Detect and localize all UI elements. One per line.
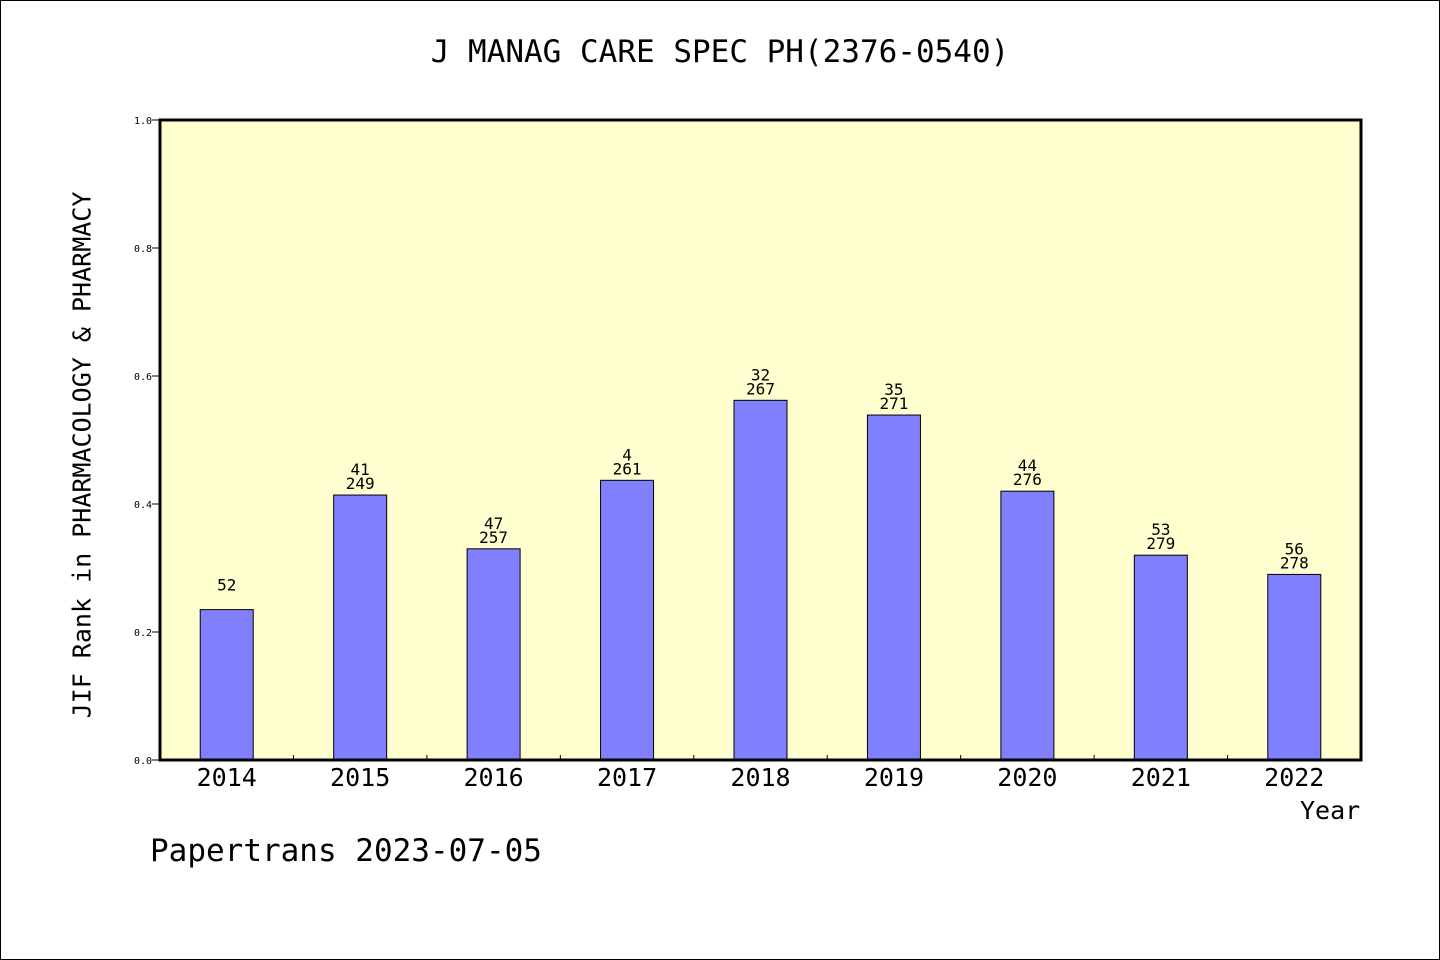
x-tick-label: 2014: [197, 763, 257, 792]
data-label-rank: 44: [1018, 456, 1037, 475]
data-label-rank: 52: [217, 576, 236, 595]
x-tick-label: 2019: [864, 763, 924, 792]
y-tick-label: 0.2: [134, 628, 152, 639]
data-label-total: 276: [1013, 470, 1042, 489]
plot-border: [158, 118, 1363, 762]
x-tick-label: 2017: [597, 763, 657, 792]
data-label-rank: 53: [1151, 520, 1170, 539]
y-tick-label: 0.6: [134, 372, 152, 383]
data-label-total: 279: [1146, 534, 1175, 553]
x-axis-label: Year: [1300, 796, 1361, 825]
data-label-total: 257: [479, 528, 508, 547]
x-tick-label: 2021: [1131, 763, 1191, 792]
bar: [1000, 490, 1055, 761]
data-label-total: 271: [879, 394, 908, 413]
x-tick-label: 2016: [464, 763, 524, 792]
bar: [600, 479, 655, 761]
data-label-rank: 35: [884, 380, 903, 399]
x-tick-label: 2015: [330, 763, 390, 792]
data-label-total: 249: [346, 474, 375, 493]
data-label-rank: 4: [622, 445, 632, 464]
x-tick-label: 2018: [730, 763, 790, 792]
data-label-rank: 56: [1285, 539, 1304, 558]
data-label-rank: 32: [751, 365, 770, 384]
data-label-total: 267: [746, 379, 775, 398]
data-label-rank: 41: [351, 460, 370, 479]
y-tick-label: 0.4: [134, 500, 152, 511]
y-tick-label: 0.8: [134, 244, 152, 255]
bar: [466, 548, 521, 761]
bar: [866, 414, 921, 761]
x-tick-label: 2020: [997, 763, 1057, 792]
y-tick-label: 0.0: [134, 756, 152, 767]
y-axis-label: JIF Rank in PHARMACOLOGY & PHARMACY: [67, 191, 97, 719]
data-label-total: 261: [613, 459, 642, 478]
bar: [199, 609, 254, 761]
bar: [733, 399, 788, 761]
bar: [333, 494, 388, 761]
chart-title: J MANAG CARE SPEC PH(2376-0540): [430, 34, 1010, 70]
data-label-rank: 47: [484, 514, 503, 533]
bar: [1133, 554, 1188, 761]
footer-note: Papertrans 2023-07-05: [150, 833, 542, 869]
bar: [1267, 573, 1322, 761]
data-label-total: 278: [1280, 553, 1309, 572]
x-tick-label: 2022: [1264, 763, 1324, 792]
y-tick-label: 1.0: [134, 116, 152, 127]
